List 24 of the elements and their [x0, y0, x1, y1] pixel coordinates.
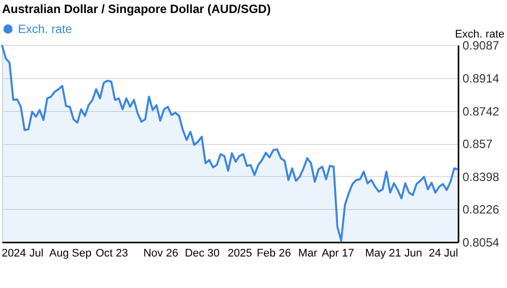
- x-tick-label: 2024: [2, 248, 26, 260]
- x-tick-label: Oct 23: [96, 248, 128, 260]
- y-tick-label: 0.8914: [462, 71, 500, 86]
- x-tick-label: Jun: [404, 248, 422, 260]
- chart-title: Australian Dollar / Singapore Dollar (AUD/SGD): [2, 2, 271, 16]
- y-tick-label: 0.8054: [462, 236, 500, 250]
- x-tick-label: Apr 17: [322, 248, 354, 260]
- x-tick-label: Dec 30: [184, 248, 220, 260]
- x-tick-label: 2025: [228, 248, 252, 260]
- legend-label: Exch. rate: [18, 22, 72, 36]
- x-tick-label: Jul: [29, 248, 44, 260]
- y-tick-label: 0.8398: [462, 170, 500, 184]
- x-tick-label: 24 Jul: [428, 248, 458, 260]
- x-tick-label: Mar: [298, 248, 318, 260]
- x-tick-label: Feb 26: [256, 248, 291, 260]
- y-tick-label: 0.9087: [462, 38, 500, 52]
- x-tick-label: Sep: [72, 248, 92, 260]
- x-tick-label: May 21: [365, 248, 402, 260]
- y-axis-title: Exch. rate: [454, 28, 504, 40]
- x-tick-label: Nov 26: [143, 248, 178, 260]
- y-tick-label: 0.857: [462, 137, 493, 152]
- x-tick-label: Aug: [49, 248, 69, 260]
- y-tick-label: 0.8226: [462, 202, 500, 217]
- y-tick-label: 0.8742: [462, 104, 500, 118]
